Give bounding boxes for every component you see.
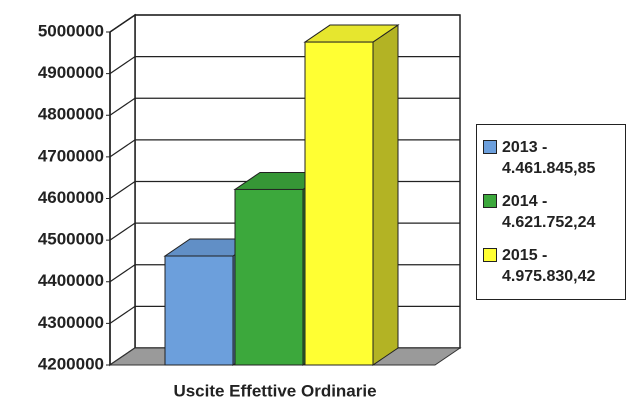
legend-label: 2013 - 4.461.845,85 xyxy=(502,139,596,177)
legend-swatch xyxy=(483,194,497,208)
legend-label: 2014 - 4.621.752,24 xyxy=(502,193,596,231)
grid-line-side xyxy=(109,222,136,241)
grid-line-side xyxy=(109,305,136,324)
y-tick-label: 4600000 xyxy=(38,188,104,207)
grid-line-side xyxy=(109,139,136,158)
grid-line-side xyxy=(109,14,136,33)
y-tick-label: 5000000 xyxy=(38,21,104,40)
bar xyxy=(164,255,234,366)
y-tick-label: 4400000 xyxy=(38,271,104,290)
legend-entry: 2015 - 4.975.830,42 xyxy=(483,245,619,287)
legend: 2013 - 4.461.845,85 2014 - 4.621.752,24 20… xyxy=(476,124,626,300)
bar xyxy=(234,188,304,366)
legend-label: 2015 - 4.975.830,42 xyxy=(502,247,596,285)
bar xyxy=(304,41,374,366)
y-tick-label: 4700000 xyxy=(38,146,104,165)
grid-line-side xyxy=(109,56,136,75)
y-tick-label: 4200000 xyxy=(38,354,104,373)
grid-line-side xyxy=(109,97,136,116)
grid-line-side xyxy=(109,181,136,199)
y-tick-label: 4300000 xyxy=(38,313,104,332)
legend-swatch xyxy=(483,140,497,154)
grid-line-side xyxy=(109,264,136,283)
y-tick-label: 4500000 xyxy=(38,230,104,249)
legend-entry: 2013 - 4.461.845,85 xyxy=(483,137,619,179)
legend-swatch xyxy=(483,248,497,262)
x-category-label: Uscite Effettive Ordinarie xyxy=(173,381,376,400)
y-tick-label: 4900000 xyxy=(38,63,104,82)
legend-entry: 2014 - 4.621.752,24 xyxy=(483,191,619,233)
bar-side xyxy=(372,24,399,366)
y-tick-label: 4800000 xyxy=(38,105,104,124)
